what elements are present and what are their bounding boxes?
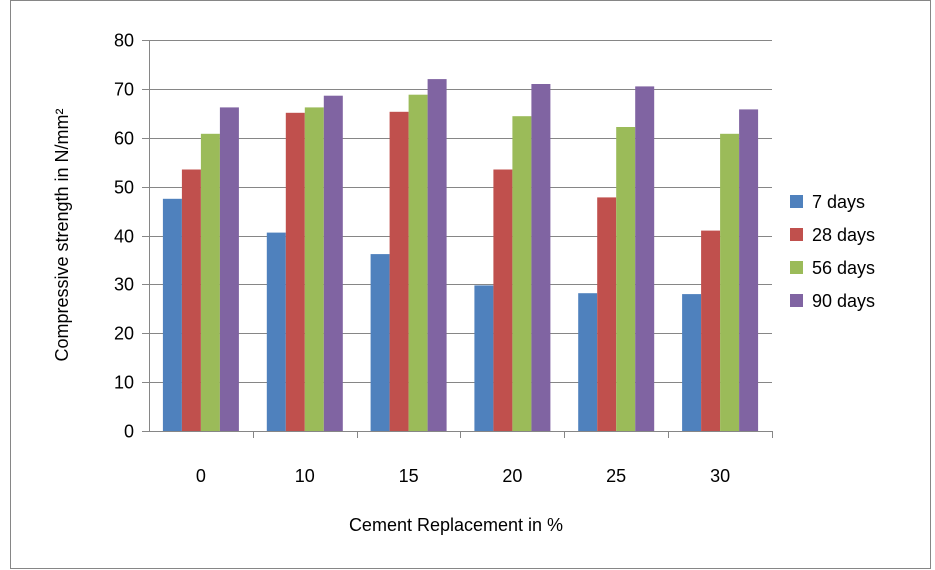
y-tick-label: 80 [114, 31, 134, 51]
bar-90-days-15 [427, 79, 447, 431]
y-axis-title: Compressive strength in N/mm² [52, 108, 72, 361]
x-tick-labels: 0 10 15 20 25 30 [196, 466, 730, 486]
y-tick-label: 10 [114, 373, 134, 393]
y-tick-label: 20 [114, 324, 134, 344]
y-tick-label: 40 [114, 227, 134, 247]
x-tick-label: 30 [710, 466, 730, 486]
bar-28-days-25 [597, 197, 617, 431]
x-tick-label: 15 [399, 466, 419, 486]
legend: 7 days 28 days 56 days 90 days [790, 192, 875, 311]
y-tick-label: 30 [114, 275, 134, 295]
x-tick-label: 20 [502, 466, 522, 486]
bar-90-days-30 [739, 109, 759, 432]
bar-28-days-0 [181, 169, 201, 431]
bar-56-days-20 [512, 116, 532, 431]
bar-7-days-25 [578, 293, 598, 431]
bar-28-days-30 [701, 230, 721, 431]
y-tick-label: 60 [114, 129, 134, 149]
y-tick-label: 0 [124, 422, 134, 442]
y-tick-label: 70 [114, 80, 134, 100]
bar-90-days-10 [323, 95, 343, 431]
x-tick-label: 0 [196, 466, 206, 486]
bar-56-days-15 [408, 94, 428, 431]
legend-label: 56 days [812, 258, 875, 278]
bar-56-days-0 [200, 133, 220, 432]
legend-label: 90 days [812, 291, 875, 311]
bar-28-days-10 [285, 112, 305, 432]
bar-56-days-30 [720, 133, 740, 432]
bar-7-days-10 [266, 232, 286, 431]
bars [162, 79, 759, 432]
bar-7-days-0 [162, 198, 182, 431]
x-axis-title: Cement Replacement in % [349, 515, 563, 535]
legend-label: 7 days [812, 192, 865, 212]
x-tick-label: 10 [295, 466, 315, 486]
axes [149, 40, 773, 438]
bar-28-days-20 [493, 169, 513, 431]
bar-7-days-30 [682, 294, 702, 431]
legend-swatch [790, 261, 803, 274]
y-tick-label: 50 [114, 178, 134, 198]
bar-90-days-20 [531, 84, 551, 431]
legend-label: 28 days [812, 225, 875, 245]
bar-90-days-25 [635, 86, 655, 432]
bar-90-days-0 [219, 107, 239, 432]
y-tick-labels: 0 10 20 30 40 50 60 70 80 [114, 31, 134, 442]
bar-56-days-10 [304, 107, 324, 432]
legend-swatch [790, 228, 803, 241]
bar-56-days-25 [616, 127, 636, 431]
bar-28-days-15 [389, 111, 409, 432]
bar-7-days-15 [370, 254, 390, 431]
x-tick-label: 25 [606, 466, 626, 486]
legend-swatch [790, 195, 803, 208]
bar-7-days-20 [474, 285, 494, 431]
legend-swatch [790, 294, 803, 307]
